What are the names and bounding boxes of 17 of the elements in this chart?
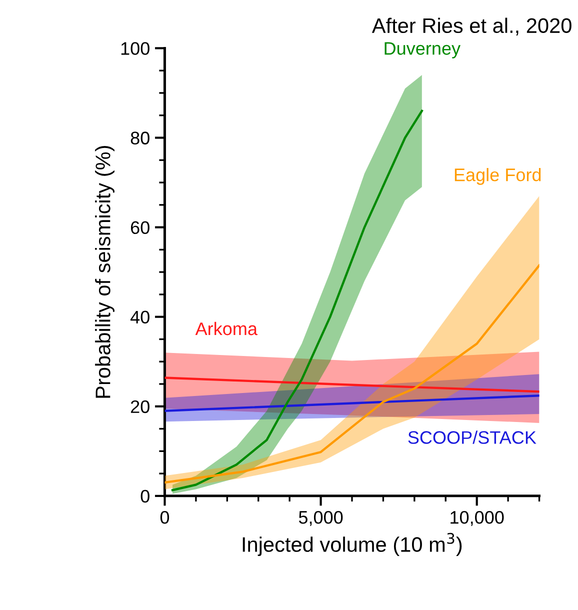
series-label: SCOOP/STACK [408,430,536,444]
text: Duverney [384,42,461,58]
line-series [164,264,540,484]
y-axis-title: Probability of seismicity (%) [95,146,114,398]
y-tick-label: 20 [130,400,150,414]
y-tick-label: 100 [121,42,150,55]
y-tick-label: 60 [130,221,150,234]
x-tick-label: 0 [160,510,170,524]
text: Eagle Ford [454,168,541,185]
x-tick-label: 5,000 [298,510,343,526]
text: Arkoma [195,322,258,336]
chart-title: After Ries et al., 2020 [372,18,572,36]
x-axis-title: Injected volume (10 m$^{3}$) [242,532,462,556]
y-tick-label: 0 [140,490,150,503]
x-tick-label: 10,000 [450,510,504,526]
y-tick-label: 80 [130,132,150,144]
y-tick-label: 40 [130,310,150,324]
